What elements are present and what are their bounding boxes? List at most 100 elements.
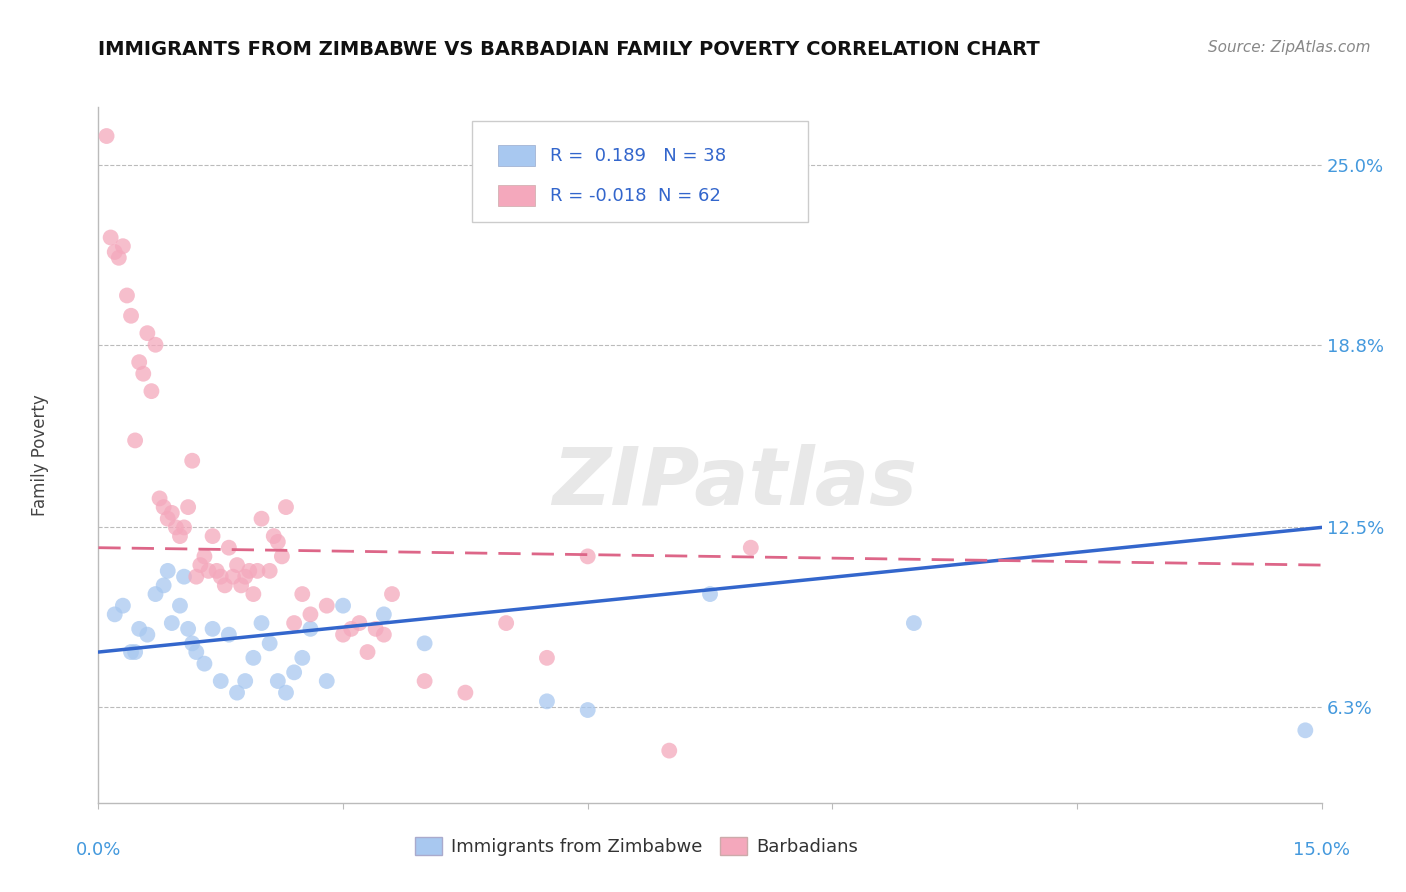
Point (315, 674, 337, 689)
Text: 15.0%: 15.0% (1294, 841, 1350, 859)
Point (186, 570, 208, 584)
Point (111, 599, 134, 613)
Point (173, 520, 195, 534)
Point (495, 615, 517, 630)
Point (536, 651, 558, 665)
Point (120, 645, 142, 659)
Point (274, 686, 297, 700)
Point (108, 251, 131, 265)
Point (699, 587, 721, 601)
Bar (498, 186, 536, 206)
Point (364, 622, 387, 636)
Point (576, 703, 599, 717)
Point (209, 570, 232, 584)
Point (242, 651, 264, 665)
Point (332, 599, 354, 613)
FancyBboxPatch shape (471, 121, 808, 222)
Point (226, 558, 249, 573)
Point (413, 636, 436, 650)
Legend: Immigrants from Zimbabwe, Barbadians: Immigrants from Zimbabwe, Barbadians (408, 830, 866, 863)
Point (160, 615, 183, 630)
Point (267, 674, 290, 689)
Text: IMMIGRANTS FROM ZIMBABWE VS BARBADIAN FAMILY POVERTY CORRELATION CHART: IMMIGRANTS FROM ZIMBABWE VS BARBADIAN FA… (98, 40, 1040, 59)
Point (283, 615, 305, 630)
Point (193, 657, 215, 671)
Point (218, 541, 240, 555)
Point (132, 367, 155, 381)
Point (231, 578, 253, 592)
Point (270, 549, 294, 564)
Point (226, 686, 249, 700)
Point (740, 541, 762, 555)
Point (205, 564, 228, 578)
Point (250, 615, 273, 630)
Point (233, 570, 256, 584)
Point (145, 587, 167, 601)
Point (169, 529, 191, 543)
Point (111, 239, 134, 253)
Point (177, 622, 200, 636)
Point (193, 549, 215, 564)
Point (115, 288, 138, 302)
Point (188, 558, 212, 573)
Point (149, 491, 172, 506)
Point (576, 549, 599, 564)
Point (1294, 723, 1316, 738)
Point (291, 651, 314, 665)
Point (340, 622, 363, 636)
Point (373, 607, 395, 622)
Point (173, 570, 195, 584)
Point (218, 628, 240, 642)
Text: 0.0%: 0.0% (76, 841, 121, 859)
Point (242, 587, 264, 601)
Text: R =  0.189   N = 38: R = 0.189 N = 38 (550, 147, 725, 165)
Point (454, 686, 477, 700)
Point (356, 645, 378, 659)
Point (160, 506, 183, 520)
Point (186, 645, 208, 659)
Point (145, 338, 167, 352)
Point (250, 511, 273, 525)
Point (201, 622, 224, 636)
Point (156, 564, 179, 578)
Point (299, 622, 322, 636)
Point (274, 500, 297, 514)
Point (349, 615, 371, 630)
Point (120, 309, 142, 323)
Point (658, 744, 681, 758)
Point (315, 599, 337, 613)
Point (136, 326, 159, 341)
Point (214, 578, 236, 592)
Point (100, 230, 122, 244)
Point (381, 587, 404, 601)
Point (136, 628, 159, 642)
Point (152, 578, 174, 592)
Point (267, 534, 290, 549)
Point (536, 694, 558, 708)
Point (259, 564, 281, 578)
Point (104, 244, 127, 259)
Point (197, 564, 219, 578)
Point (233, 674, 256, 689)
Point (96, 128, 118, 143)
Point (246, 564, 269, 578)
Point (263, 529, 285, 543)
Point (128, 622, 150, 636)
Point (181, 453, 204, 467)
Point (238, 564, 260, 578)
Point (222, 570, 245, 584)
Point (152, 500, 174, 514)
Text: R = -0.018  N = 62: R = -0.018 N = 62 (550, 186, 721, 205)
Point (156, 511, 179, 525)
Point (259, 636, 281, 650)
Bar (498, 145, 536, 166)
Point (141, 384, 163, 399)
Point (332, 628, 354, 642)
Point (903, 615, 925, 630)
Point (128, 355, 150, 369)
Point (299, 607, 322, 622)
Text: Family Poverty: Family Poverty (31, 394, 49, 516)
Point (165, 520, 187, 534)
Text: ZIPatlas: ZIPatlas (553, 443, 917, 522)
Point (373, 628, 395, 642)
